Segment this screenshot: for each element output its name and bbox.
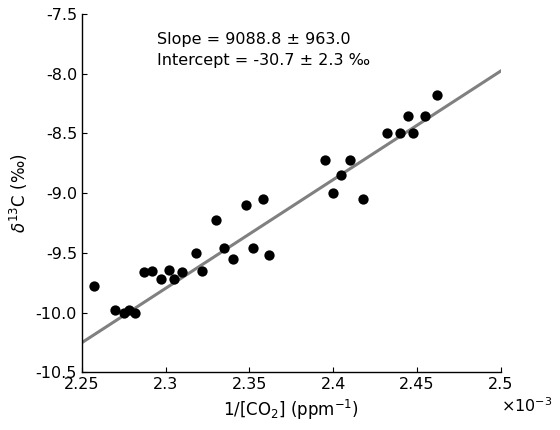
Point: [111, 307, 120, 314]
Point: [248, 245, 257, 252]
Point: [198, 267, 207, 274]
Point: [119, 309, 128, 316]
Point: [404, 112, 413, 119]
Y-axis label: $\delta^{13}$C (‰): $\delta^{13}$C (‰): [8, 154, 30, 233]
Point: [148, 267, 157, 274]
Point: [124, 307, 133, 314]
Point: [220, 245, 228, 252]
Point: [89, 283, 98, 290]
Point: [170, 276, 179, 283]
Point: [192, 249, 200, 256]
Point: [329, 190, 338, 197]
Point: [432, 92, 441, 99]
Point: [211, 216, 220, 223]
Point: [131, 309, 140, 316]
Text: Slope = 9088.8 ± 963.0
Intercept = -30.7 ± 2.3 ‰: Slope = 9088.8 ± 963.0 Intercept = -30.7…: [157, 32, 370, 68]
Point: [165, 266, 174, 273]
Point: [241, 202, 250, 209]
Point: [320, 157, 329, 163]
X-axis label: 1/[CO$_2$] (ppm$^{-1}$): 1/[CO$_2$] (ppm$^{-1}$): [223, 398, 359, 422]
Point: [265, 252, 274, 259]
Point: [258, 196, 267, 203]
Point: [359, 196, 368, 203]
Point: [337, 172, 346, 179]
Text: $\times 10^{-3}$: $\times 10^{-3}$: [501, 396, 552, 415]
Point: [139, 269, 148, 276]
Point: [228, 255, 237, 262]
Point: [178, 269, 187, 276]
Point: [382, 130, 391, 137]
Point: [156, 276, 165, 283]
Point: [421, 112, 430, 119]
Point: [346, 157, 354, 163]
Point: [409, 130, 418, 137]
Point: [395, 130, 404, 137]
